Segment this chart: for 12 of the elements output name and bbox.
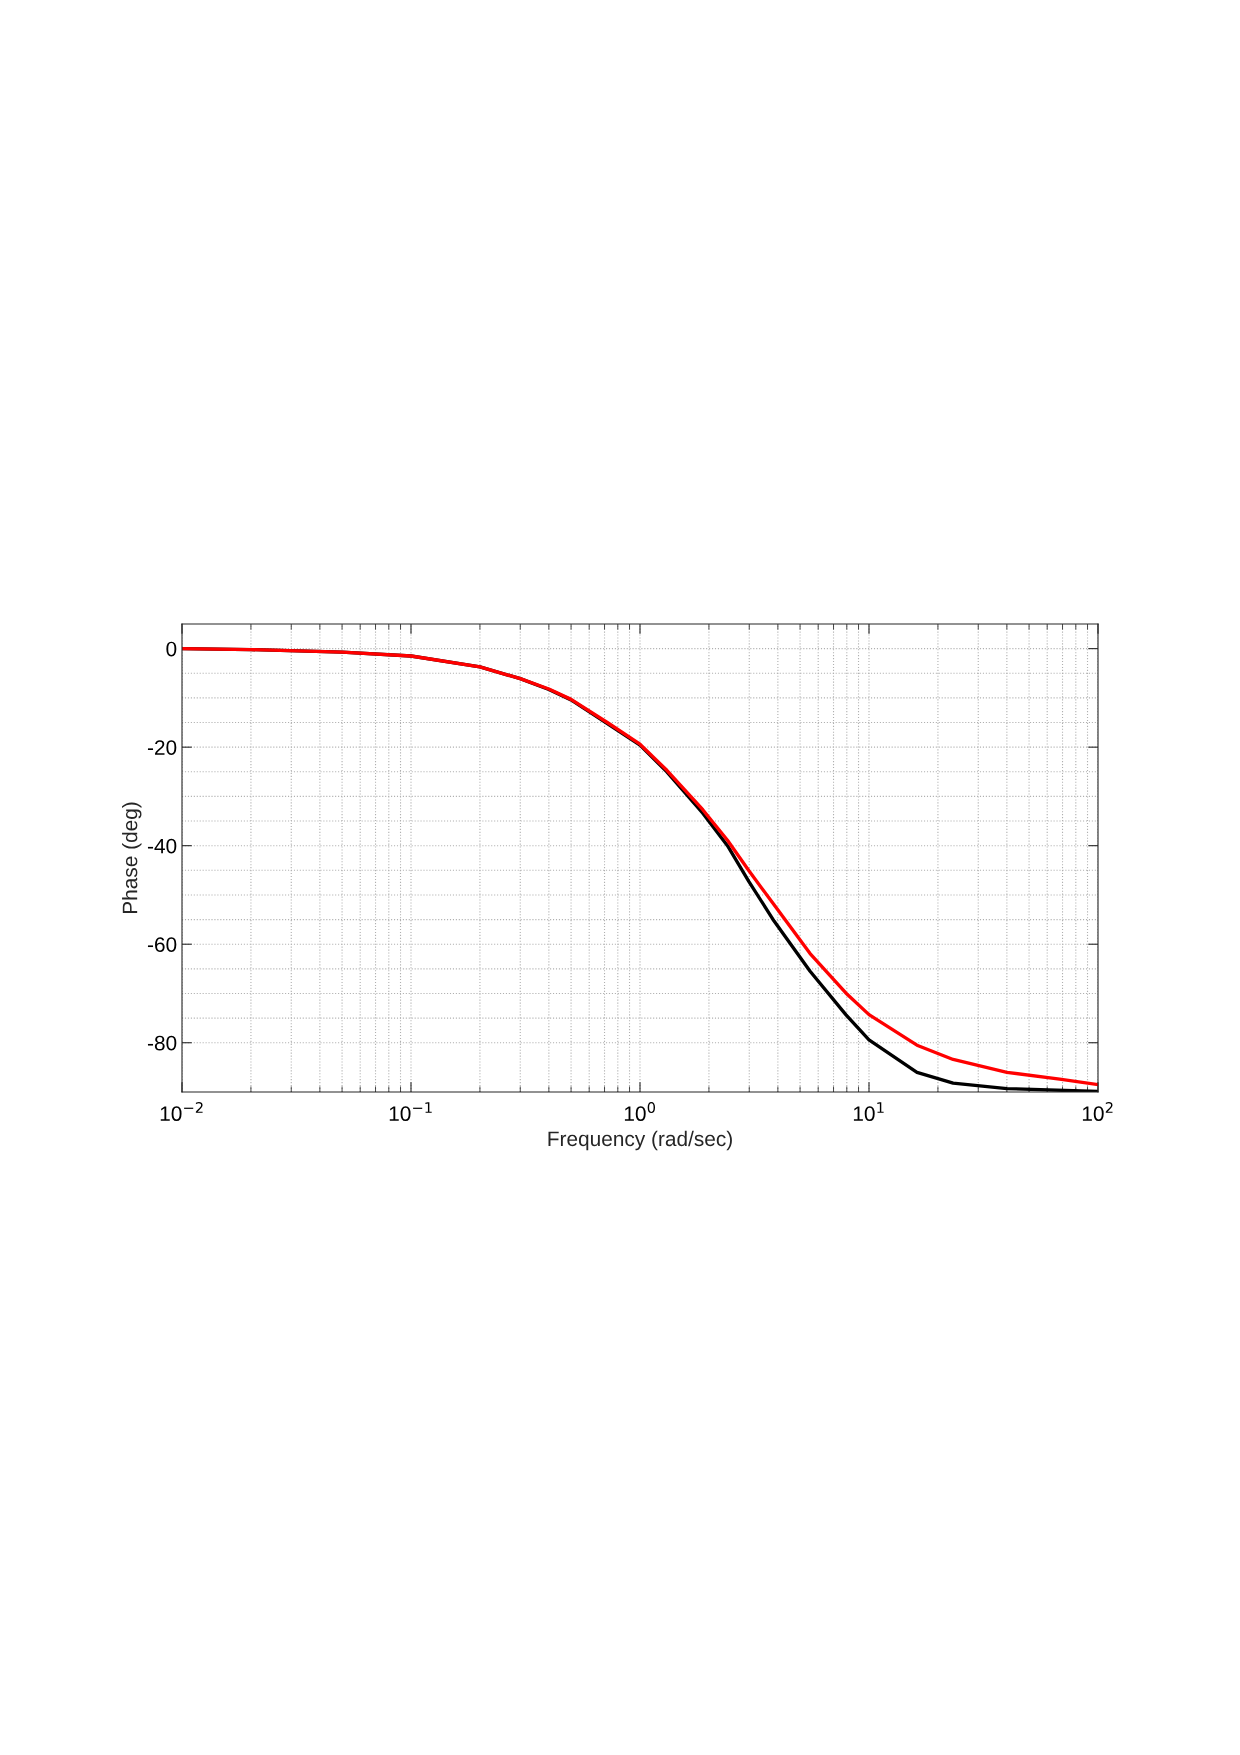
x-tick-label: 10$^{−2}$: [160, 1102, 203, 1122]
y-tick-label: -60: [147, 937, 177, 952]
x-tick-label: 10$^{2}$: [1082, 1102, 1113, 1122]
y-tick-label: -80: [147, 1035, 177, 1051]
y-axis-title: Phase (deg): [122, 802, 142, 914]
y-tick-label: -20: [147, 740, 177, 755]
y-tick-label: -40: [147, 838, 177, 854]
x-tick-label: 10$^{−1}$: [389, 1102, 432, 1122]
x-tick-label: 10$^{0}$: [624, 1102, 656, 1122]
x-axis-title: Frequency (rad/sec): [548, 1130, 732, 1151]
x-tick-label: 10$^{1}$: [853, 1102, 884, 1122]
y-tick-label: 0: [166, 641, 177, 657]
